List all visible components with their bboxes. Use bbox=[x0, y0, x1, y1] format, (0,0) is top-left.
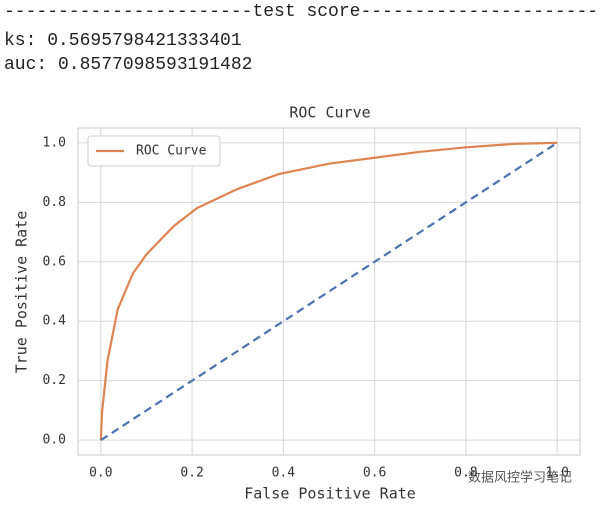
header-line: ks: 0.5695798421333401 bbox=[4, 31, 242, 51]
chart-title: ROC Curve bbox=[289, 104, 370, 122]
header-line: auc: 0.8577098593191482 bbox=[4, 55, 253, 75]
x-tick-label: 0.6 bbox=[363, 466, 386, 481]
y-tick-label: 0.2 bbox=[43, 373, 66, 388]
x-tick-label: 0.0 bbox=[89, 466, 112, 481]
y-tick-label: 1.0 bbox=[43, 135, 66, 150]
y-tick-label: 0.6 bbox=[43, 254, 66, 269]
legend-box bbox=[87, 135, 221, 167]
x-tick-label: 1.0 bbox=[545, 466, 568, 481]
y-tick-label: 0.4 bbox=[43, 314, 67, 329]
x-tick-label: 0.4 bbox=[272, 466, 296, 481]
y-axis-label: True Positive Rate bbox=[13, 211, 31, 374]
x-tick-label: 0.8 bbox=[454, 466, 477, 481]
y-tick-label: 0.0 bbox=[43, 433, 66, 448]
legend-label: ROC Curve bbox=[136, 144, 207, 159]
x-axis-label: False Positive Rate bbox=[244, 485, 416, 503]
x-tick-label: 0.2 bbox=[180, 466, 203, 481]
y-tick-label: 0.8 bbox=[43, 195, 66, 210]
watermark: 数据风控学习笔记 bbox=[468, 470, 572, 486]
series-line bbox=[99, 141, 558, 441]
header-line: -----------------------test score-------… bbox=[4, 2, 599, 22]
